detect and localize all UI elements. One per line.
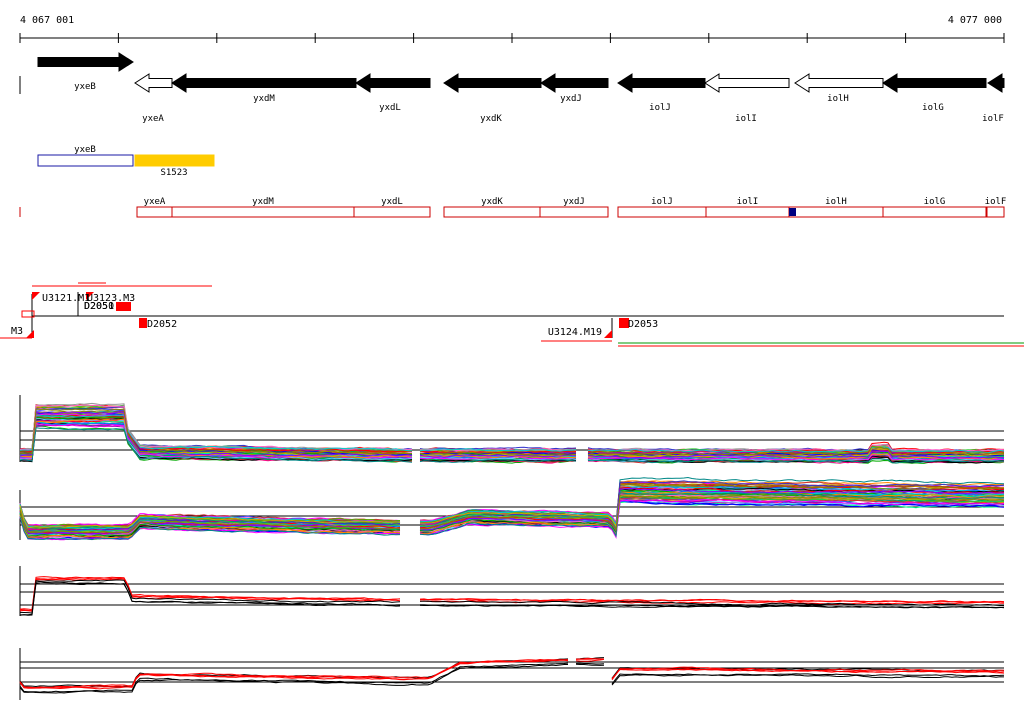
profile-panel — [19, 476, 1005, 541]
feature-label: yxdK — [481, 197, 503, 207]
feature-box[interactable] — [37, 154, 134, 167]
feature-minus-track: yxeA yxdM yxdL yxdK yxdJ iolJ iolI iolH iolG iolF — [19, 197, 1007, 218]
expression-profiles — [19, 395, 1005, 700]
segment-label[interactable]: D2052 — [147, 319, 177, 330]
feature-label: yxeA — [144, 197, 166, 207]
gene-arrow-yxdL[interactable] — [355, 73, 431, 93]
feature-box[interactable] — [353, 206, 431, 218]
gene-iolG[interactable]: iolG — [882, 73, 987, 113]
gene-yxdM[interactable]: yxdM — [171, 73, 357, 104]
segment-label[interactable]: D2050 — [84, 301, 114, 312]
feature-box[interactable] — [136, 206, 173, 218]
feature-box[interactable] — [617, 206, 707, 218]
gene-arrow-iolI[interactable] — [704, 73, 790, 93]
gene-label: iolH — [827, 94, 849, 104]
segment-label[interactable]: U3124.M19 — [548, 327, 602, 338]
feature-box[interactable] — [134, 154, 215, 167]
gene-label: yxeB — [74, 82, 96, 92]
gene-yxdK[interactable]: yxdK — [443, 73, 542, 124]
gene-arrow-iolJ[interactable] — [617, 73, 706, 93]
gene-label: yxdL — [379, 103, 401, 113]
gene-arrow-yxeB[interactable] — [37, 52, 134, 72]
profile-panel — [19, 395, 1005, 464]
gene-yxdJ[interactable]: yxdJ — [540, 73, 609, 104]
segment-label[interactable]: U3121.M1 — [42, 293, 90, 304]
gene-arrow-yxeA[interactable] — [134, 73, 173, 93]
gene-arrow-yxdJ[interactable] — [540, 73, 609, 93]
segment-label[interactable]: M3 — [11, 326, 23, 337]
profile-panel — [19, 566, 1005, 616]
gene-iolJ[interactable]: iolJ — [617, 73, 706, 113]
gene-iolI[interactable]: iolI — [704, 73, 790, 124]
gene-label: iolF — [982, 114, 1004, 124]
gene-label: yxdJ — [560, 94, 582, 104]
gene-track: yxeB yxeA yxdM yxdL yxdK yxdJ iolJ iolI iolH iolG… — [19, 52, 1005, 124]
feature-minus-iolF[interactable]: iolF — [985, 197, 1007, 218]
gene-arrow-iolG[interactable] — [882, 73, 987, 93]
gene-yxeA[interactable]: yxeA — [134, 73, 173, 124]
coordinate-ruler: 4 067 001 4 077 000 — [19, 15, 1005, 43]
feature-box[interactable] — [788, 206, 884, 218]
feature-box[interactable] — [705, 206, 790, 218]
feature-label: iolF — [985, 197, 1007, 207]
gene-arrow-iolH[interactable] — [794, 73, 884, 93]
segment-label[interactable]: U3123.M3 — [87, 293, 135, 304]
feature-box[interactable] — [443, 206, 541, 218]
feature-yxeB[interactable]: yxeB — [37, 145, 134, 167]
feature-label: iolI — [737, 197, 759, 207]
gene-label: iolJ — [649, 103, 671, 113]
gene-arrow-yxdK[interactable] — [443, 73, 542, 93]
gene-label: iolG — [922, 103, 944, 113]
gene-label: yxdK — [480, 114, 502, 124]
feature-label: yxeB — [74, 145, 96, 155]
feature-label: S1523 — [160, 168, 187, 178]
feature-box[interactable] — [171, 206, 355, 218]
ruler-end-label: 4 077 000 — [948, 15, 1002, 26]
feature-label: iolH — [825, 197, 847, 207]
feature-plus-track: yxeB S1523 — [37, 145, 215, 178]
gene-label: yxdM — [253, 94, 275, 104]
gene-arrow-yxdM[interactable] — [171, 73, 357, 93]
feature-label: yxdJ — [563, 197, 585, 207]
feature-S1523[interactable]: S1523 — [134, 154, 215, 178]
feature-minus-yxdK[interactable]: yxdK — [443, 197, 541, 218]
gene-iolH[interactable]: iolH — [794, 73, 884, 104]
feature-minus-yxdL[interactable]: yxdL — [353, 197, 431, 218]
segment-label[interactable]: D2053 — [628, 319, 658, 330]
feature-label: yxdM — [252, 197, 274, 207]
feature-label: yxdL — [381, 197, 403, 207]
feature-minus-iolJ[interactable]: iolJ — [617, 197, 707, 218]
profile-panel — [19, 648, 1005, 700]
gene-yxdL[interactable]: yxdL — [355, 73, 431, 113]
segment-label[interactable]: D2051 — [84, 301, 114, 312]
gene-arrow-iolF[interactable] — [987, 73, 1005, 93]
feature-box[interactable] — [539, 206, 609, 218]
feature-minus-yxeA[interactable]: yxeA — [136, 197, 173, 218]
feature-label: iolG — [924, 197, 946, 207]
feature-minus-iolH[interactable]: iolH — [788, 197, 884, 218]
ruler-start-label: 4 067 001 — [20, 15, 74, 26]
feature-minus-yxdM[interactable]: yxdM — [171, 197, 355, 218]
feature-minus-iolI[interactable]: iolI — [705, 197, 790, 218]
gene-label: yxeA — [142, 114, 164, 124]
feature-highlight — [789, 208, 796, 216]
feature-minus-yxdJ[interactable]: yxdJ — [539, 197, 609, 218]
gene-iolF[interactable]: iolF — [982, 73, 1005, 124]
gene-yxeB[interactable]: yxeB — [37, 52, 134, 92]
feature-box[interactable] — [882, 206, 987, 218]
feature-box[interactable] — [986, 206, 1005, 218]
gene-label: iolI — [735, 114, 757, 124]
feature-minus-iolG[interactable]: iolG — [882, 197, 987, 218]
feature-label: iolJ — [651, 197, 673, 207]
